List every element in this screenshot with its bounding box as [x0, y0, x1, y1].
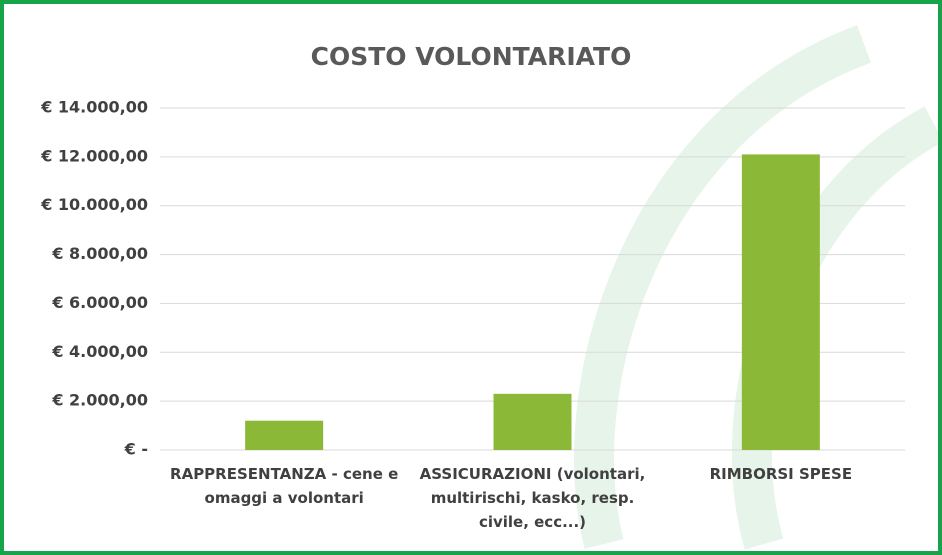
x-tick-label: ASSICURAZIONI (volontari, multirischi, k… [419, 465, 646, 531]
chart: COSTO VOLONTARIATO € - € 2.000,00 € 4.000,… [40, 25, 938, 550]
y-tick-label: € 2.000,00 [51, 391, 148, 410]
y-tick-label: € 6.000,00 [51, 293, 148, 312]
bar [245, 420, 324, 450]
y-tick-label: € - [124, 440, 148, 459]
y-tick-label: € 8.000,00 [51, 244, 148, 263]
y-tick-label: € 12.000,00 [40, 146, 148, 165]
bar [493, 393, 572, 450]
y-tick-label: € 14.000,00 [40, 98, 148, 117]
y-tick-label: € 4.000,00 [51, 342, 148, 361]
chart-title: COSTO VOLONTARIATO [311, 42, 632, 71]
bar [741, 154, 820, 450]
y-tick-label: € 10.000,00 [40, 195, 148, 214]
x-tick-label: RAPPRESENTANZA - cene e omaggi a volonta… [170, 465, 399, 507]
x-tick-label: RIMBORSI SPESE [709, 465, 853, 483]
